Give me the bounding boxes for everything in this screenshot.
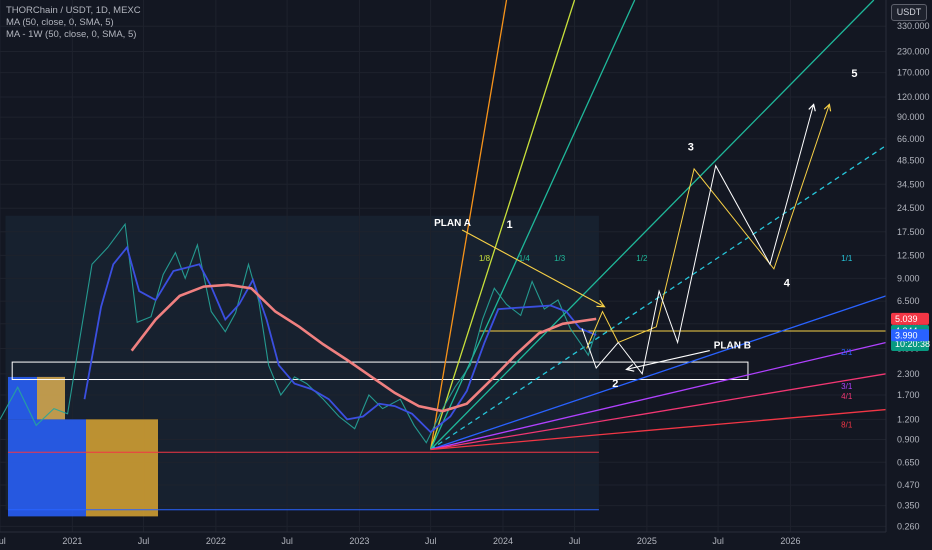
y-tick-label: 0.650 bbox=[897, 457, 920, 467]
fan-label-7: 4/1 bbox=[841, 392, 853, 401]
price-series bbox=[0, 222, 597, 444]
indicator-ma-weekly[interactable]: MA - 1W (50, close, 0, SMA, 5) bbox=[6, 29, 137, 40]
badge-upper: 5.039 bbox=[895, 314, 918, 324]
y-tick-label: 12.500 bbox=[897, 250, 925, 260]
x-tick-label: 2021 bbox=[62, 536, 82, 546]
x-tick-label: Jul bbox=[712, 536, 724, 546]
fan-line-7 bbox=[430, 373, 887, 451]
y-tick-label: 66.000 bbox=[897, 134, 925, 144]
x-tick-label: Jul bbox=[425, 536, 437, 546]
moving-averages bbox=[83, 245, 597, 434]
plan-b-path bbox=[581, 104, 815, 375]
y-tick-label: 6.500 bbox=[897, 296, 920, 306]
y-tick-label: 170.000 bbox=[897, 68, 930, 78]
fan-label-2: 1/3 bbox=[554, 254, 566, 263]
volume-block-3 bbox=[86, 419, 158, 517]
symbol-title[interactable]: THORChain / USDT, 1D, MEXC bbox=[6, 5, 141, 16]
y-tick-label: 330.000 bbox=[897, 21, 930, 31]
x-axis: Jul 2021 Jul 2022 Jul 2023 Jul 2024 Jul 2025 Jul 20… bbox=[0, 536, 800, 546]
wave-label-5: 5 bbox=[851, 68, 857, 80]
x-tick-label: 2022 bbox=[206, 536, 226, 546]
y-tick-label: 34.500 bbox=[897, 179, 925, 189]
y-tick-label: 230.000 bbox=[897, 46, 930, 56]
fan-label-0: 1/8 bbox=[479, 254, 491, 263]
y-axis: 330.000 230.000 170.000 120.000 90.000 66.000… bbox=[897, 21, 930, 531]
y-tick-label: 0.900 bbox=[897, 434, 920, 444]
fan-line-8 bbox=[430, 408, 887, 451]
support-box bbox=[11, 361, 749, 381]
wave-label-3: 3 bbox=[688, 141, 694, 153]
grid bbox=[0, 0, 886, 532]
volume-block-1 bbox=[8, 419, 86, 517]
chart-legend: THORChain / USDT, 1D, MEXC MA (50, close… bbox=[6, 5, 141, 41]
annotation-arrow-0 bbox=[461, 229, 605, 308]
ma-1w-line bbox=[130, 283, 597, 413]
y-tick-label: 48.500 bbox=[897, 155, 925, 165]
annotation-arrowhead-1 bbox=[625, 363, 635, 372]
y-tick-label: 120.000 bbox=[897, 92, 930, 102]
fan-lines bbox=[429, 0, 887, 451]
x-tick-label: 2026 bbox=[780, 536, 800, 546]
x-tick-label: 2023 bbox=[349, 536, 369, 546]
indicator-ma-daily[interactable]: MA (50, close, 0, SMA, 5) bbox=[6, 17, 114, 28]
fan-label-6: 3/1 bbox=[841, 382, 853, 391]
y-tick-label: 9.000 bbox=[897, 273, 920, 283]
y-tick-label: 90.000 bbox=[897, 112, 925, 122]
fan-label-8: 8/1 bbox=[841, 420, 853, 429]
y-tick-label: 0.260 bbox=[897, 521, 920, 531]
y-tick-label: 2.300 bbox=[897, 369, 920, 379]
y-tick-label: 24.500 bbox=[897, 203, 925, 213]
plan-a-path bbox=[586, 104, 830, 349]
y-tick-label: 0.470 bbox=[897, 480, 920, 490]
fan-line-2 bbox=[430, 0, 636, 450]
ma-50d-line bbox=[83, 245, 597, 434]
plan-a-arrowhead bbox=[823, 103, 832, 112]
y-tick-label: 0.350 bbox=[897, 501, 920, 511]
fan-label-4: 1/1 bbox=[841, 254, 853, 263]
fan-line-0 bbox=[429, 0, 508, 450]
annotation-plan-a: PLAN A bbox=[434, 218, 471, 229]
x-tick-label: Jul bbox=[569, 536, 581, 546]
fan-line-1 bbox=[429, 0, 576, 450]
x-tick-label: Jul bbox=[281, 536, 293, 546]
badge-lower-bg bbox=[891, 329, 929, 342]
price-line bbox=[0, 222, 597, 444]
wave-label-2: 2 bbox=[612, 378, 618, 390]
x-tick-label: Jul bbox=[0, 536, 6, 546]
annotation-arrowhead-0 bbox=[596, 299, 606, 308]
badge-upper-bg bbox=[891, 312, 929, 325]
fan-line-3 bbox=[430, 0, 875, 450]
wave-label-4: 4 bbox=[784, 278, 791, 290]
y-tick-label: 1.700 bbox=[897, 390, 920, 400]
price-badges: 5.0394.24410:20:383.990 bbox=[891, 312, 930, 351]
annotation-plan-b: PLAN B bbox=[714, 341, 751, 352]
volume-block-2 bbox=[37, 376, 65, 420]
support-zone-box bbox=[11, 361, 749, 381]
fan-line-6 bbox=[430, 341, 887, 451]
volume-profile bbox=[8, 376, 158, 517]
projection-paths bbox=[581, 103, 832, 375]
plan-b-arrowhead bbox=[808, 103, 816, 112]
annotation-arrow-1 bbox=[626, 350, 710, 370]
fan-label-3: 1/2 bbox=[636, 254, 648, 263]
x-tick-label: 2025 bbox=[637, 536, 657, 546]
wave-label-1: 1 bbox=[507, 219, 513, 231]
fan-line-4 bbox=[430, 145, 887, 451]
y-tick-label: 17.500 bbox=[897, 227, 925, 237]
y-tick-label: 1.200 bbox=[897, 414, 920, 424]
x-tick-label: Jul bbox=[138, 536, 150, 546]
badge-lower: 3.990 bbox=[895, 330, 918, 340]
chart-labels: 1/8 1/4 1/3 1/2 1/1 2/1 3/14/1 8/1 1 2 3 4 5 PLAN A PL… bbox=[434, 68, 857, 429]
x-tick-label: 2024 bbox=[493, 536, 513, 546]
currency-button[interactable]: USDT bbox=[891, 4, 927, 21]
countdown-badge: 10:20:38 bbox=[895, 339, 930, 349]
fan-line-5 bbox=[430, 295, 887, 451]
fan-label-1: 1/4 bbox=[519, 254, 531, 263]
fan-label-5: 2/1 bbox=[841, 348, 853, 357]
